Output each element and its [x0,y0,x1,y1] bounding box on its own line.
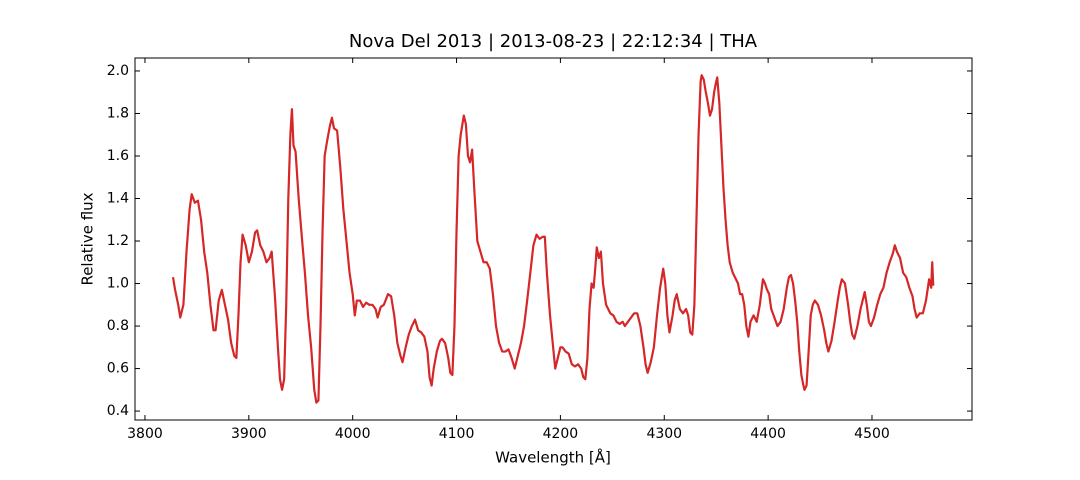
y-tick-label: 1.6 [107,148,129,164]
x-tick-label: 4400 [750,426,786,442]
x-tick-label: 4200 [543,426,579,442]
y-tick-label: 1.4 [107,191,129,207]
x-tick-label: 4300 [646,426,682,442]
chart-title: Nova Del 2013 | 2013-08-23 | 22:12:34 | … [349,31,758,52]
spectrum-line [171,74,935,404]
y-tick-label: 0.6 [107,361,129,377]
y-tick-label: 1.0 [107,276,129,292]
x-tick-label: 4100 [439,426,475,442]
y-axis-label: Relative flux [79,192,97,285]
y-tick-label: 1.8 [107,105,129,121]
x-axis-label: Wavelength [Å] [495,448,611,467]
x-tick-label: 3900 [231,426,267,442]
y-tick-label: 1.2 [107,233,129,249]
plot-frame [134,57,973,421]
x-tick-label: 3800 [127,426,163,442]
x-tick-label: 4000 [335,426,371,442]
y-tick-label: 2.0 [107,63,129,79]
y-tick-label: 0.4 [107,403,129,419]
x-tick-label: 4500 [854,426,890,442]
y-tick-label: 0.8 [107,318,129,334]
